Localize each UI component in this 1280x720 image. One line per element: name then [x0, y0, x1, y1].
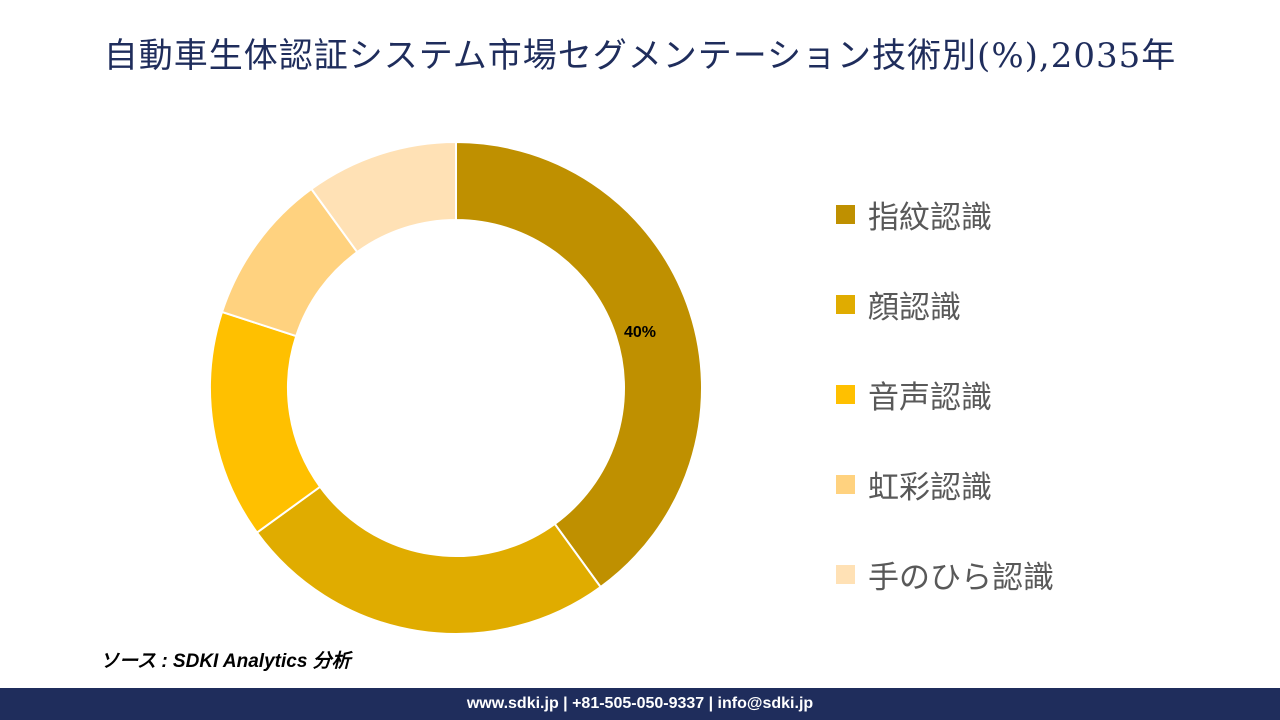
legend: 指紋認識顔認識音声認識虹彩認識手のひら認識 — [836, 192, 1054, 642]
legend-label: 指紋認識 — [868, 200, 992, 236]
donut-slice — [209, 310, 322, 534]
legend-label: 虹彩認識 — [868, 470, 992, 506]
legend-item: 音声認識 — [836, 372, 1054, 417]
legend-label: 手のひら認識 — [868, 560, 1054, 596]
source-note: ソース : SDKI Analytics 分析 — [100, 651, 351, 672]
donut-slice — [455, 140, 703, 589]
donut-slice — [310, 140, 457, 254]
legend-swatch — [836, 565, 855, 584]
legend-swatch — [836, 295, 855, 314]
footer-contact: www.sdki.jp | +81-505-050-9337 | info@sd… — [0, 688, 1280, 720]
legend-swatch — [836, 385, 855, 404]
legend-item: 顔認識 — [836, 282, 1054, 327]
legend-item: 虹彩認識 — [836, 462, 1054, 507]
legend-swatch — [836, 205, 855, 224]
legend-label: 音声認識 — [868, 380, 992, 416]
legend-swatch — [836, 475, 855, 494]
legend-item: 指紋認識 — [836, 192, 1054, 237]
legend-label: 顔認識 — [868, 290, 961, 326]
chart-title: 自動車生体認証システム市場セグメンテーション技術別(%),2035年 — [103, 36, 1177, 76]
donut-slice — [255, 485, 602, 635]
data-label: 40% — [624, 324, 656, 341]
legend-item: 手のひら認識 — [836, 552, 1054, 597]
